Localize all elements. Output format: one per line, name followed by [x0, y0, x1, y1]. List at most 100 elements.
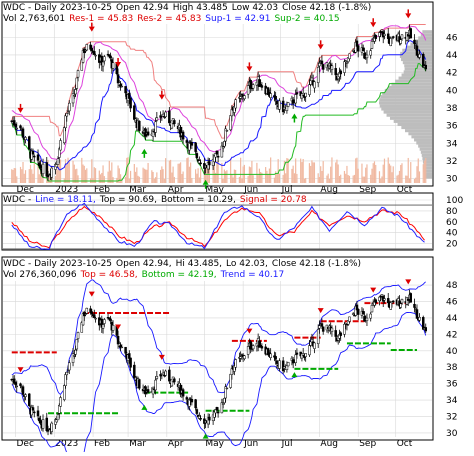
volume-bar: [365, 167, 367, 183]
volume-profile-bar: [379, 104, 432, 108]
volume-bar: [82, 164, 84, 183]
volume-bar: [156, 172, 158, 183]
volume-bar: [146, 169, 148, 183]
candle-body: [348, 53, 351, 59]
volume-bar: [29, 164, 32, 183]
boll-candle-body: [164, 370, 167, 376]
volume-bar: [152, 171, 154, 183]
volume-bar: [154, 177, 157, 183]
boll-x-tick: Jul: [281, 439, 293, 449]
boll-y-tick: 48: [446, 281, 458, 291]
candle-body: [339, 70, 342, 75]
volume-bar: [162, 169, 164, 183]
candle-body: [391, 36, 395, 38]
volume-bar: [173, 176, 175, 183]
volume-profile-bar: [380, 95, 432, 99]
candle-body: [383, 33, 386, 36]
candle-body: [58, 148, 61, 158]
candle-body: [365, 54, 369, 59]
volume-bar: [54, 175, 57, 183]
price-y-tick: 46: [446, 33, 458, 43]
boll-y-tick: 30: [446, 429, 458, 439]
volume-bar: [305, 177, 307, 183]
candle-body: [128, 92, 131, 99]
candle-body: [190, 142, 194, 146]
volume-profile-bar: [411, 135, 432, 139]
sell-arrow: [246, 66, 253, 72]
boll-x-tick: Mar: [129, 439, 146, 449]
volume-bar: [226, 170, 228, 183]
candle-body: [85, 44, 89, 51]
stoch-main-line: [11, 202, 425, 250]
candle-body: [351, 50, 355, 52]
boll-candle-body: [418, 317, 421, 321]
boll-candle-body: [295, 352, 299, 355]
boll-candle-body: [400, 299, 404, 304]
price-x-tick: Oct: [397, 185, 413, 195]
boll-volume: Vol 276,360,096: [3, 270, 77, 280]
volume-bar: [84, 169, 87, 183]
candle-body: [31, 151, 35, 155]
candle-body: [399, 39, 402, 44]
volume-bar: [143, 168, 145, 183]
boll-candle-body: [225, 387, 229, 390]
boll-candle-body: [111, 325, 115, 331]
boll-candle-body: [84, 313, 87, 315]
volume-bar: [270, 157, 272, 183]
volume-bar: [291, 168, 293, 183]
volume-profile-bar: [379, 98, 432, 102]
candle-body: [116, 74, 120, 84]
volume-bar: [121, 178, 123, 183]
boll-candle-body: [100, 318, 104, 328]
candle-body: [103, 56, 106, 62]
candle-body: [68, 102, 71, 112]
price-sup2: Sup-2 = 40.15: [274, 14, 340, 24]
stoch-symbol: WDC -: [3, 195, 32, 205]
volume-bar: [267, 174, 269, 183]
boll-y-tick: 40: [446, 347, 458, 357]
volume-bar: [320, 166, 322, 183]
candle-body: [75, 77, 79, 89]
volume-bar: [136, 167, 138, 183]
volume-bar: [283, 160, 286, 183]
volume-bar: [116, 177, 118, 183]
boll-candle-body: [361, 311, 365, 315]
boll-candle-body: [223, 398, 226, 404]
volume-bar: [343, 170, 346, 183]
boll-candle-body: [343, 323, 346, 335]
volume-bar: [340, 174, 342, 183]
candle-body: [138, 120, 141, 131]
sell-arrow: [317, 44, 324, 50]
volume-bar: [235, 169, 237, 183]
boll-candle-body: [101, 324, 105, 329]
boll-candle-body: [46, 429, 50, 432]
sell-arrow: [405, 13, 412, 19]
volume-bar: [375, 164, 377, 183]
candle-body: [320, 60, 324, 65]
boll-candle-body: [348, 316, 351, 322]
candle-body: [370, 41, 374, 49]
candle-body: [363, 52, 366, 59]
volume-bar: [222, 178, 224, 183]
boll-candle-body: [421, 317, 425, 330]
boll-candle-body: [71, 353, 75, 363]
volume-profile-bar: [401, 126, 432, 130]
boll-candle-body: [75, 339, 79, 350]
sell-arrow: [158, 94, 165, 100]
candle-body: [59, 140, 62, 151]
volume-bar: [425, 157, 427, 183]
volume-bar: [241, 178, 243, 183]
price-x-tick: Aug: [320, 185, 338, 195]
volume-profile-bar: [384, 88, 432, 93]
boll-candle-body: [251, 345, 255, 350]
volume-bar: [423, 160, 426, 183]
boll-candle-body: [58, 404, 61, 414]
volume-profile-bar: [381, 107, 432, 111]
buy-arrow: [291, 113, 298, 119]
boll-candle-body: [10, 378, 14, 381]
volume-bar: [225, 171, 227, 183]
boll-low: Lo 42.03,: [226, 259, 268, 269]
candle-body: [243, 95, 246, 100]
volume-profile-bar: [382, 92, 432, 96]
